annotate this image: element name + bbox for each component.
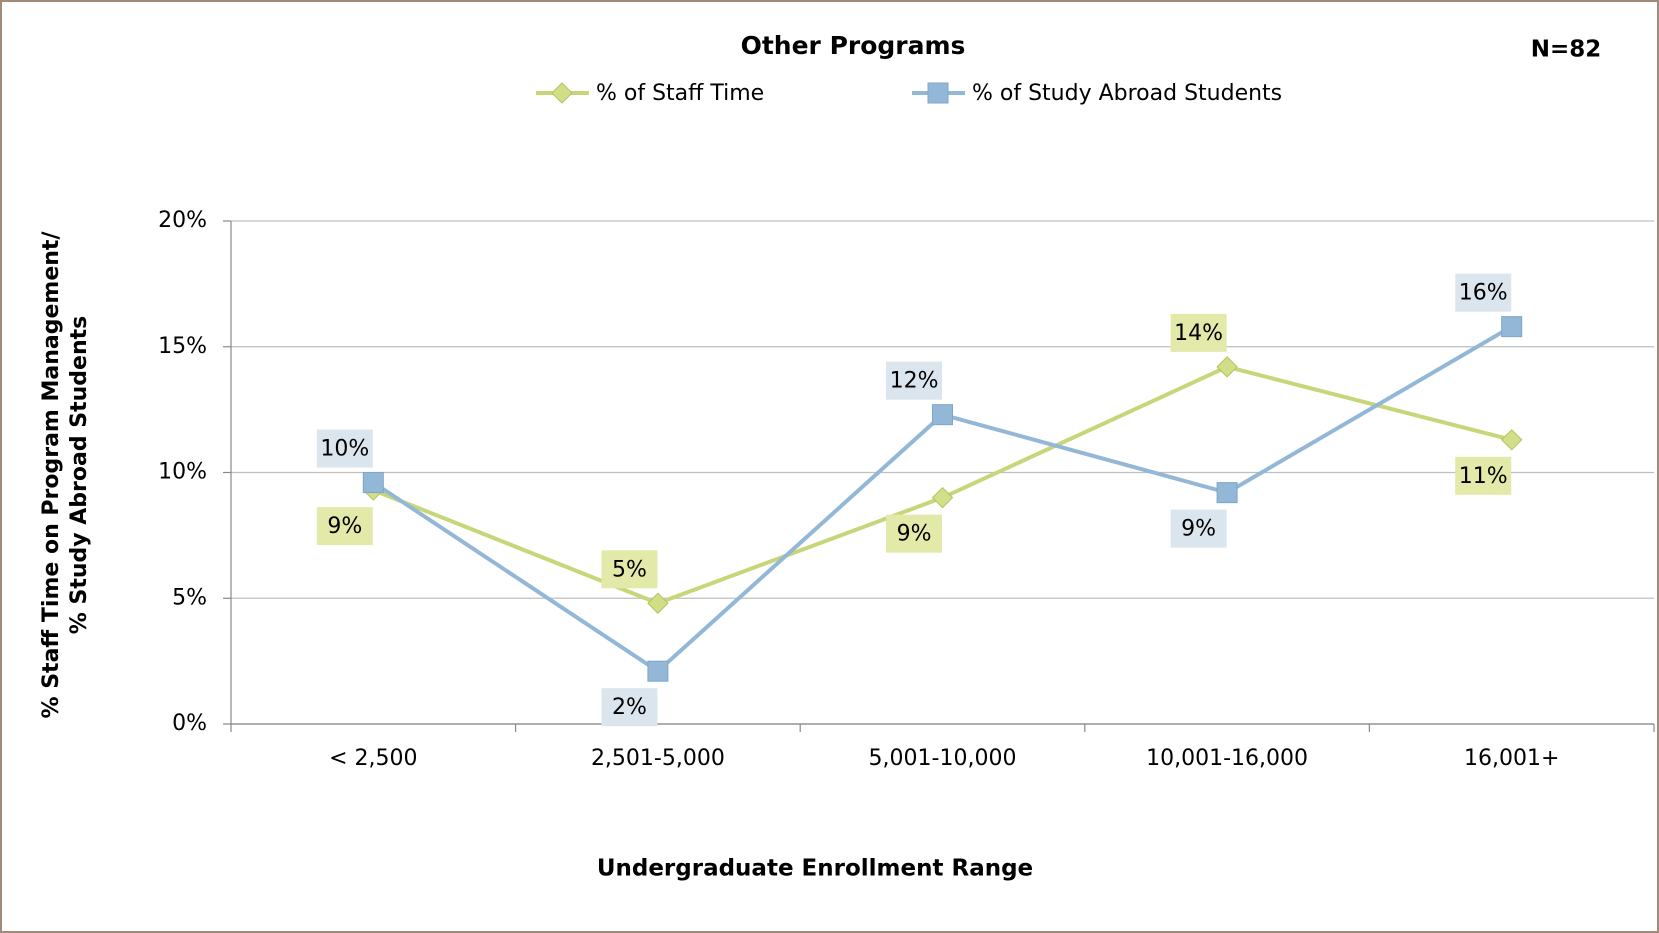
data-label: 5%	[612, 557, 647, 582]
legend-label: % of Study Abroad Students	[972, 81, 1282, 106]
x-axis-label: Undergraduate Enrollment Range	[597, 856, 1033, 882]
legend-label: % of Staff Time	[596, 81, 764, 106]
marker	[1216, 356, 1238, 378]
annotation: N=82	[1531, 37, 1602, 63]
marker	[362, 472, 384, 494]
x-tick-label: 2,501-5,000	[591, 746, 725, 771]
data-label-box	[1170, 313, 1227, 352]
data-label-box	[1170, 509, 1227, 548]
y-tick-label: 15%	[158, 334, 207, 359]
y-axis-label-line: % Staff Time on Program Management/	[39, 231, 64, 719]
x-tick-label: 16,001+	[1464, 746, 1559, 771]
data-label: 16%	[1459, 281, 1508, 306]
x-tick-label: < 2,500	[329, 746, 417, 771]
data-label-box	[1455, 456, 1512, 495]
marker	[1216, 482, 1238, 504]
y-axis-label: % Staff Time on Program Management/ % St…	[39, 231, 92, 719]
data-label: 9%	[327, 514, 362, 539]
marker	[647, 660, 669, 682]
y-tick-label: 20%	[158, 208, 207, 233]
data-label: 11%	[1459, 464, 1508, 489]
data-label-box	[1455, 273, 1512, 312]
marker	[932, 404, 953, 426]
marker	[1500, 429, 1523, 451]
marker	[647, 592, 669, 614]
y-tick-label: 10%	[158, 460, 207, 485]
data-label: 2%	[612, 695, 647, 720]
data-label: 12%	[890, 369, 939, 394]
data-label: 10%	[320, 437, 369, 462]
marker	[551, 82, 573, 104]
y-axis-label-line: % Study Abroad Students	[67, 316, 92, 634]
data-label-box	[886, 361, 943, 400]
marker	[1501, 316, 1523, 338]
data-label-box	[316, 507, 373, 546]
data-label: 14%	[1174, 321, 1223, 346]
data-label-box	[316, 429, 373, 468]
y-tick-label: 0%	[172, 711, 207, 736]
data-label: 9%	[897, 522, 932, 547]
data-label-box	[601, 688, 658, 727]
x-tick-label: 10,001-16,000	[1146, 746, 1308, 771]
marker	[927, 82, 949, 104]
y-tick-label: 5%	[172, 585, 207, 610]
x-tick-label: 5,001-10,000	[869, 746, 1017, 771]
chart-title: Other Programs	[741, 31, 966, 60]
data-label-box	[886, 514, 943, 553]
data-label-box	[601, 550, 658, 589]
marker	[931, 486, 954, 509]
data-label: 9%	[1181, 517, 1216, 542]
